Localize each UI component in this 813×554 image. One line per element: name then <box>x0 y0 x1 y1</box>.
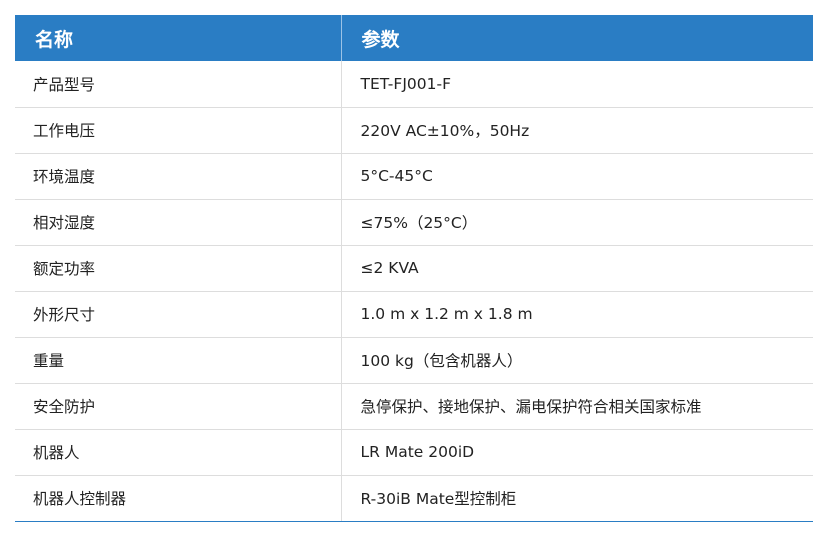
row-name: 相对湿度 <box>15 199 341 246</box>
table-row: 产品型号 TET-FJ001-F <box>15 61 813 108</box>
row-value: TET-FJ001-F <box>340 61 813 108</box>
row-value: ≤75%（25°C） <box>340 199 813 246</box>
table-row: 工作电压 220V AC±10%，50Hz <box>15 107 813 154</box>
table-row: 机器人控制器 R-30iB Mate型控制柜 <box>15 475 813 522</box>
header-name: 名称 <box>15 15 341 61</box>
table-row: 额定功率 ≤2 KVA <box>15 245 813 292</box>
row-name: 外形尺寸 <box>15 291 341 338</box>
row-name: 机器人控制器 <box>15 475 341 522</box>
row-value: 100 kg（包含机器人） <box>340 337 813 384</box>
row-value: ≤2 KVA <box>340 245 813 292</box>
table-row: 环境温度 5°C-45°C <box>15 153 813 200</box>
row-name: 环境温度 <box>15 153 341 200</box>
row-value: LR Mate 200iD <box>340 429 813 476</box>
spec-table: 名称 参数 产品型号 TET-FJ001-F 工作电压 220V AC±10%，50H… <box>15 15 813 522</box>
row-name: 工作电压 <box>15 107 341 154</box>
row-name: 安全防护 <box>15 383 341 430</box>
row-value: R-30iB Mate型控制柜 <box>340 475 813 522</box>
header-param: 参数 <box>340 15 813 61</box>
table-header: 名称 参数 <box>15 15 813 61</box>
row-name: 重量 <box>15 337 341 384</box>
row-value: 1.0 m x 1.2 m x 1.8 m <box>340 291 813 338</box>
table-row: 相对湿度 ≤75%（25°C） <box>15 199 813 246</box>
row-value: 5°C-45°C <box>340 153 813 200</box>
table-row: 安全防护 急停保护、接地保护、漏电保护符合相关国家标准 <box>15 383 813 430</box>
row-name: 产品型号 <box>15 61 341 108</box>
row-name: 额定功率 <box>15 245 341 292</box>
table-row: 重量 100 kg（包含机器人） <box>15 337 813 384</box>
table-row: 外形尺寸 1.0 m x 1.2 m x 1.8 m <box>15 291 813 338</box>
row-value: 220V AC±10%，50Hz <box>340 107 813 154</box>
row-name: 机器人 <box>15 429 341 476</box>
table-row: 机器人 LR Mate 200iD <box>15 429 813 476</box>
row-value: 急停保护、接地保护、漏电保护符合相关国家标准 <box>340 383 813 430</box>
